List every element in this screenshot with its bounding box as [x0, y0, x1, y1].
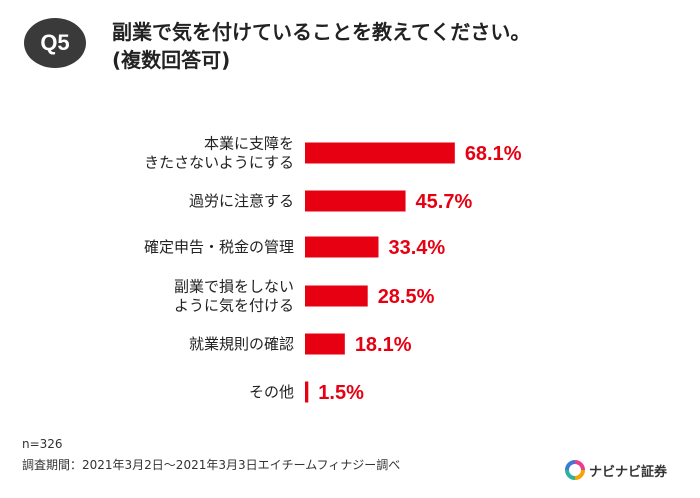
category-label: 確定申告・税金の管理 — [144, 238, 294, 256]
page-title: 副業で気を付けていることを教えてください。 (複数回答可) — [112, 18, 692, 74]
category-label: 副業で損をしないように気を付ける — [174, 278, 294, 315]
value-label: 33.4% — [388, 237, 445, 259]
value-label: 28.5% — [378, 286, 435, 308]
bar — [305, 236, 379, 258]
bar — [305, 190, 406, 212]
bar — [305, 285, 368, 307]
bar — [305, 381, 309, 403]
category-label: 就業規則の確認 — [189, 335, 294, 353]
question-badge: Q5 — [24, 18, 86, 68]
category-label: その他 — [249, 383, 294, 401]
value-label: 1.5% — [318, 382, 364, 404]
value-label: 68.1% — [465, 143, 522, 165]
title-text: 副業で気を付けていることを教えてください。 — [112, 20, 531, 44]
brand-logo-icon — [565, 460, 585, 480]
bar — [305, 333, 345, 355]
survey-source: 調査期間：2021年3月2日〜2021年3月3日エイチームフィナジー調べ — [22, 458, 401, 472]
brand-logo-text: ナビナビ証券 — [589, 464, 668, 480]
brand-logo: ナビナビ証券 — [565, 460, 667, 480]
title-subtitle: (複数回答可) — [112, 48, 231, 72]
category-label: 本業に支障をきたさないようにする — [144, 135, 294, 172]
value-label: 45.7% — [416, 191, 473, 213]
category-label: 過労に注意する — [189, 192, 294, 210]
value-label: 18.1% — [355, 334, 412, 356]
bar — [305, 142, 455, 164]
sample-size: n=326 — [22, 437, 63, 451]
